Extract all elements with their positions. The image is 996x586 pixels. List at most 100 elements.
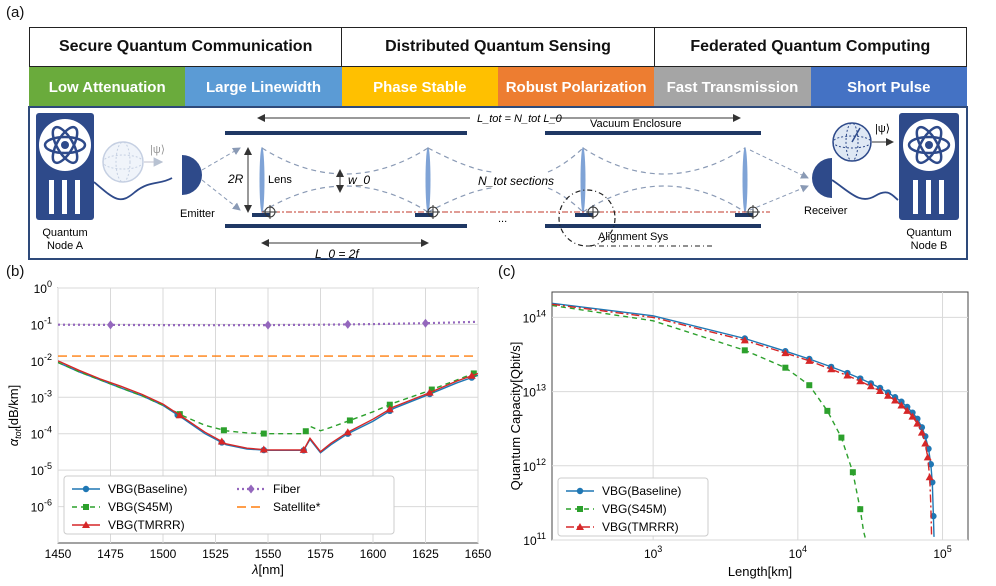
data-point — [913, 419, 922, 427]
legend-b — [63, 475, 395, 535]
legend-label: VBG(Baseline) — [108, 482, 187, 496]
y-axis-label-c: Quantum Capacity[Qbit/s] — [508, 342, 523, 491]
ltot-formula: L_tot = N_tot L_0 — [477, 113, 563, 125]
data-point — [264, 320, 272, 330]
y-tick-label: 10-2 — [31, 352, 52, 369]
data-point — [866, 382, 875, 390]
series-vbg-tmrrr- — [552, 303, 934, 537]
data-point — [467, 371, 476, 379]
panel-label-a: (a) — [6, 4, 25, 21]
series-vbg-tmrrr- — [58, 360, 478, 453]
series-line — [552, 304, 867, 539]
chart-b-attenuation: 1450 1475 1500 1525 1550 1575 1600 1625 1650 100 1… — [6, 279, 492, 577]
requirement-phase-stable: Phase Stable — [341, 67, 498, 107]
alignment-target-icons — [263, 205, 760, 219]
data-point — [897, 401, 906, 409]
enclosure-bottom-wall-left — [225, 224, 467, 228]
y-tick-label: 1014 — [523, 308, 546, 325]
data-point — [344, 319, 352, 329]
node-a-label-line2: Node A — [47, 240, 84, 252]
requirement-large-linewidth: Large Linewidth — [185, 67, 342, 107]
ellipsis-label: ... — [498, 213, 507, 225]
data-point — [175, 411, 184, 419]
x-tick-label: 1525 — [202, 547, 229, 561]
vacuum-enclosure-label: Vacuum Enclosure — [590, 118, 682, 130]
x-tick-label: 1500 — [150, 547, 177, 561]
data-point — [470, 370, 477, 377]
x-tick-label: 1650 — [465, 547, 492, 561]
l0-formula: L_0 = 2f — [315, 247, 360, 261]
data-point — [425, 388, 434, 396]
legend-c — [557, 477, 709, 537]
lens-3 — [580, 147, 586, 213]
alignment-callout-circle — [558, 189, 616, 247]
legend-label: VBG(TMRRR) — [602, 520, 679, 534]
data-point — [923, 453, 932, 461]
network-schematic: Quantum Node A |ψ⟩ Emitter L_tot = N_tot… — [28, 106, 968, 261]
requirements-row: Low Attenuation Large Linewidth Phase St… — [29, 67, 967, 107]
x-tick-label: 103 — [644, 544, 662, 561]
lens-2 — [425, 147, 431, 213]
x-tick-label: 1550 — [255, 547, 282, 561]
series-line — [58, 361, 478, 435]
enclosure-top-wall-right — [545, 131, 761, 135]
fiber-link-b — [831, 179, 899, 201]
emitter-icon — [182, 155, 202, 195]
legend-label: VBG(Baseline) — [602, 484, 681, 498]
y-axis-label-b: αtot[dB/km] — [6, 385, 23, 447]
data-point — [849, 469, 856, 476]
data-point — [260, 430, 267, 437]
legend-marker — [576, 523, 584, 530]
quantum-node-a-icon — [36, 113, 94, 220]
receiver-icon — [812, 158, 832, 198]
data-point — [824, 407, 831, 414]
data-point — [856, 377, 865, 385]
y-tick-label: 10-6 — [31, 498, 52, 515]
y-tick-label: 1013 — [523, 383, 546, 400]
legend-marker — [247, 484, 255, 494]
fiber-link-a — [93, 177, 173, 201]
application-secure-communication: Secure Quantum Communication — [30, 28, 343, 66]
data-point — [929, 479, 936, 486]
data-point — [782, 364, 789, 371]
series-vbg-s45m- — [552, 304, 867, 539]
legend-marker — [576, 487, 584, 495]
node-a-label-line1: Quantum — [42, 227, 87, 239]
data-point — [908, 412, 917, 420]
data-point — [921, 439, 930, 447]
lens-4 — [742, 147, 748, 213]
data-point — [385, 405, 394, 413]
data-point — [343, 428, 352, 436]
x-axis-label-b: λ[nm] — [251, 562, 284, 577]
data-point — [925, 473, 934, 481]
data-point — [827, 365, 836, 373]
data-point — [217, 437, 226, 445]
data-point — [843, 371, 852, 379]
legend-label: VBG(S45M) — [108, 500, 173, 514]
x-tick-label: 105 — [933, 544, 951, 561]
legend-marker — [82, 521, 90, 528]
data-point — [299, 445, 308, 453]
x-tick-label: 1600 — [360, 547, 387, 561]
aperture-2r-label: 2R — [227, 172, 244, 186]
sections-label: N_tot sections — [478, 174, 554, 188]
legend-label: VBG(S45M) — [602, 502, 667, 516]
beam-envelope — [261, 147, 746, 213]
data-point — [220, 427, 227, 434]
waist-label: w_0 — [348, 173, 370, 187]
receiver-beam-bottom — [749, 184, 809, 211]
enclosure-bottom-wall-right — [545, 224, 761, 228]
x-tick-label: 1625 — [412, 547, 439, 561]
legend-marker — [82, 485, 90, 493]
legend-label: Satellite* — [273, 500, 321, 514]
node-b-label-line2: Node B — [911, 240, 948, 252]
alignment-sys-label: Alignment Sys — [598, 231, 669, 243]
data-point — [917, 428, 926, 436]
requirement-low-attenuation: Low Attenuation — [29, 67, 186, 107]
data-point — [346, 417, 353, 424]
panel-label-c: (c) — [498, 263, 516, 280]
x-axis-label-c: Length[km] — [728, 564, 792, 579]
schematic-frame — [28, 106, 968, 260]
x-tick-label: 1450 — [45, 547, 72, 561]
data-point — [805, 356, 814, 364]
